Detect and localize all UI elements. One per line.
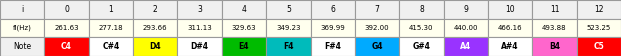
Bar — [488, 37, 532, 56]
Text: fi(Hz): fi(Hz) — [13, 25, 32, 31]
Bar — [0, 37, 44, 56]
Text: C5: C5 — [594, 42, 604, 51]
Text: 6: 6 — [330, 5, 335, 14]
Text: 7: 7 — [374, 5, 379, 14]
Bar — [577, 19, 621, 37]
Text: A#4: A#4 — [501, 42, 519, 51]
Bar — [89, 0, 133, 19]
Bar — [355, 0, 399, 19]
Bar — [222, 19, 266, 37]
Bar — [577, 0, 621, 19]
Text: 3: 3 — [197, 5, 202, 14]
Text: 392.00: 392.00 — [365, 25, 389, 31]
Bar — [355, 37, 399, 56]
Text: D#4: D#4 — [191, 42, 209, 51]
Text: 466.16: 466.16 — [498, 25, 522, 31]
Bar — [178, 0, 222, 19]
Text: 369.99: 369.99 — [320, 25, 345, 31]
Text: 9: 9 — [463, 5, 468, 14]
Text: i: i — [21, 5, 24, 14]
Bar — [443, 37, 488, 56]
Text: 8: 8 — [419, 5, 424, 14]
Bar — [532, 0, 577, 19]
Text: 440.00: 440.00 — [453, 25, 478, 31]
Bar — [488, 0, 532, 19]
Bar — [222, 37, 266, 56]
Text: 415.30: 415.30 — [409, 25, 433, 31]
Bar — [89, 37, 133, 56]
Text: 329.63: 329.63 — [232, 25, 256, 31]
Text: A4: A4 — [460, 42, 471, 51]
Bar — [310, 19, 355, 37]
Text: 10: 10 — [505, 5, 515, 14]
Text: C#4: C#4 — [102, 42, 119, 51]
Bar — [0, 0, 44, 19]
Text: G4: G4 — [371, 42, 383, 51]
Bar — [178, 19, 222, 37]
Bar — [222, 0, 266, 19]
Bar — [133, 19, 178, 37]
Bar — [44, 0, 89, 19]
Bar — [532, 19, 577, 37]
Bar — [266, 19, 310, 37]
Bar — [310, 0, 355, 19]
Bar — [399, 0, 443, 19]
Bar — [44, 37, 89, 56]
Text: D4: D4 — [150, 42, 161, 51]
Text: Note: Note — [13, 42, 31, 51]
Bar — [178, 37, 222, 56]
Text: 11: 11 — [550, 5, 560, 14]
Bar — [399, 37, 443, 56]
Text: 293.66: 293.66 — [143, 25, 168, 31]
Bar — [355, 19, 399, 37]
Bar — [0, 19, 44, 37]
Text: F#4: F#4 — [324, 42, 341, 51]
Bar — [399, 19, 443, 37]
Bar — [488, 19, 532, 37]
Bar — [532, 37, 577, 56]
Text: 261.63: 261.63 — [54, 25, 79, 31]
Text: G#4: G#4 — [412, 42, 430, 51]
Text: E4: E4 — [238, 42, 249, 51]
Bar — [310, 37, 355, 56]
Bar — [133, 37, 178, 56]
Text: 277.18: 277.18 — [99, 25, 123, 31]
Text: 0: 0 — [64, 5, 69, 14]
Text: 2: 2 — [153, 5, 158, 14]
Text: 12: 12 — [594, 5, 604, 14]
Text: 523.25: 523.25 — [587, 25, 611, 31]
Text: 493.88: 493.88 — [542, 25, 567, 31]
Text: C4: C4 — [61, 42, 72, 51]
Text: 5: 5 — [286, 5, 291, 14]
Bar — [133, 0, 178, 19]
Bar — [266, 37, 310, 56]
Bar — [443, 19, 488, 37]
Bar — [443, 0, 488, 19]
Text: 1: 1 — [109, 5, 113, 14]
Bar — [266, 0, 310, 19]
Bar — [89, 19, 133, 37]
Text: 349.23: 349.23 — [276, 25, 301, 31]
Text: F4: F4 — [283, 42, 294, 51]
Bar — [577, 37, 621, 56]
Text: 311.13: 311.13 — [188, 25, 212, 31]
Bar — [44, 19, 89, 37]
Text: B4: B4 — [549, 42, 560, 51]
Text: 4: 4 — [242, 5, 247, 14]
